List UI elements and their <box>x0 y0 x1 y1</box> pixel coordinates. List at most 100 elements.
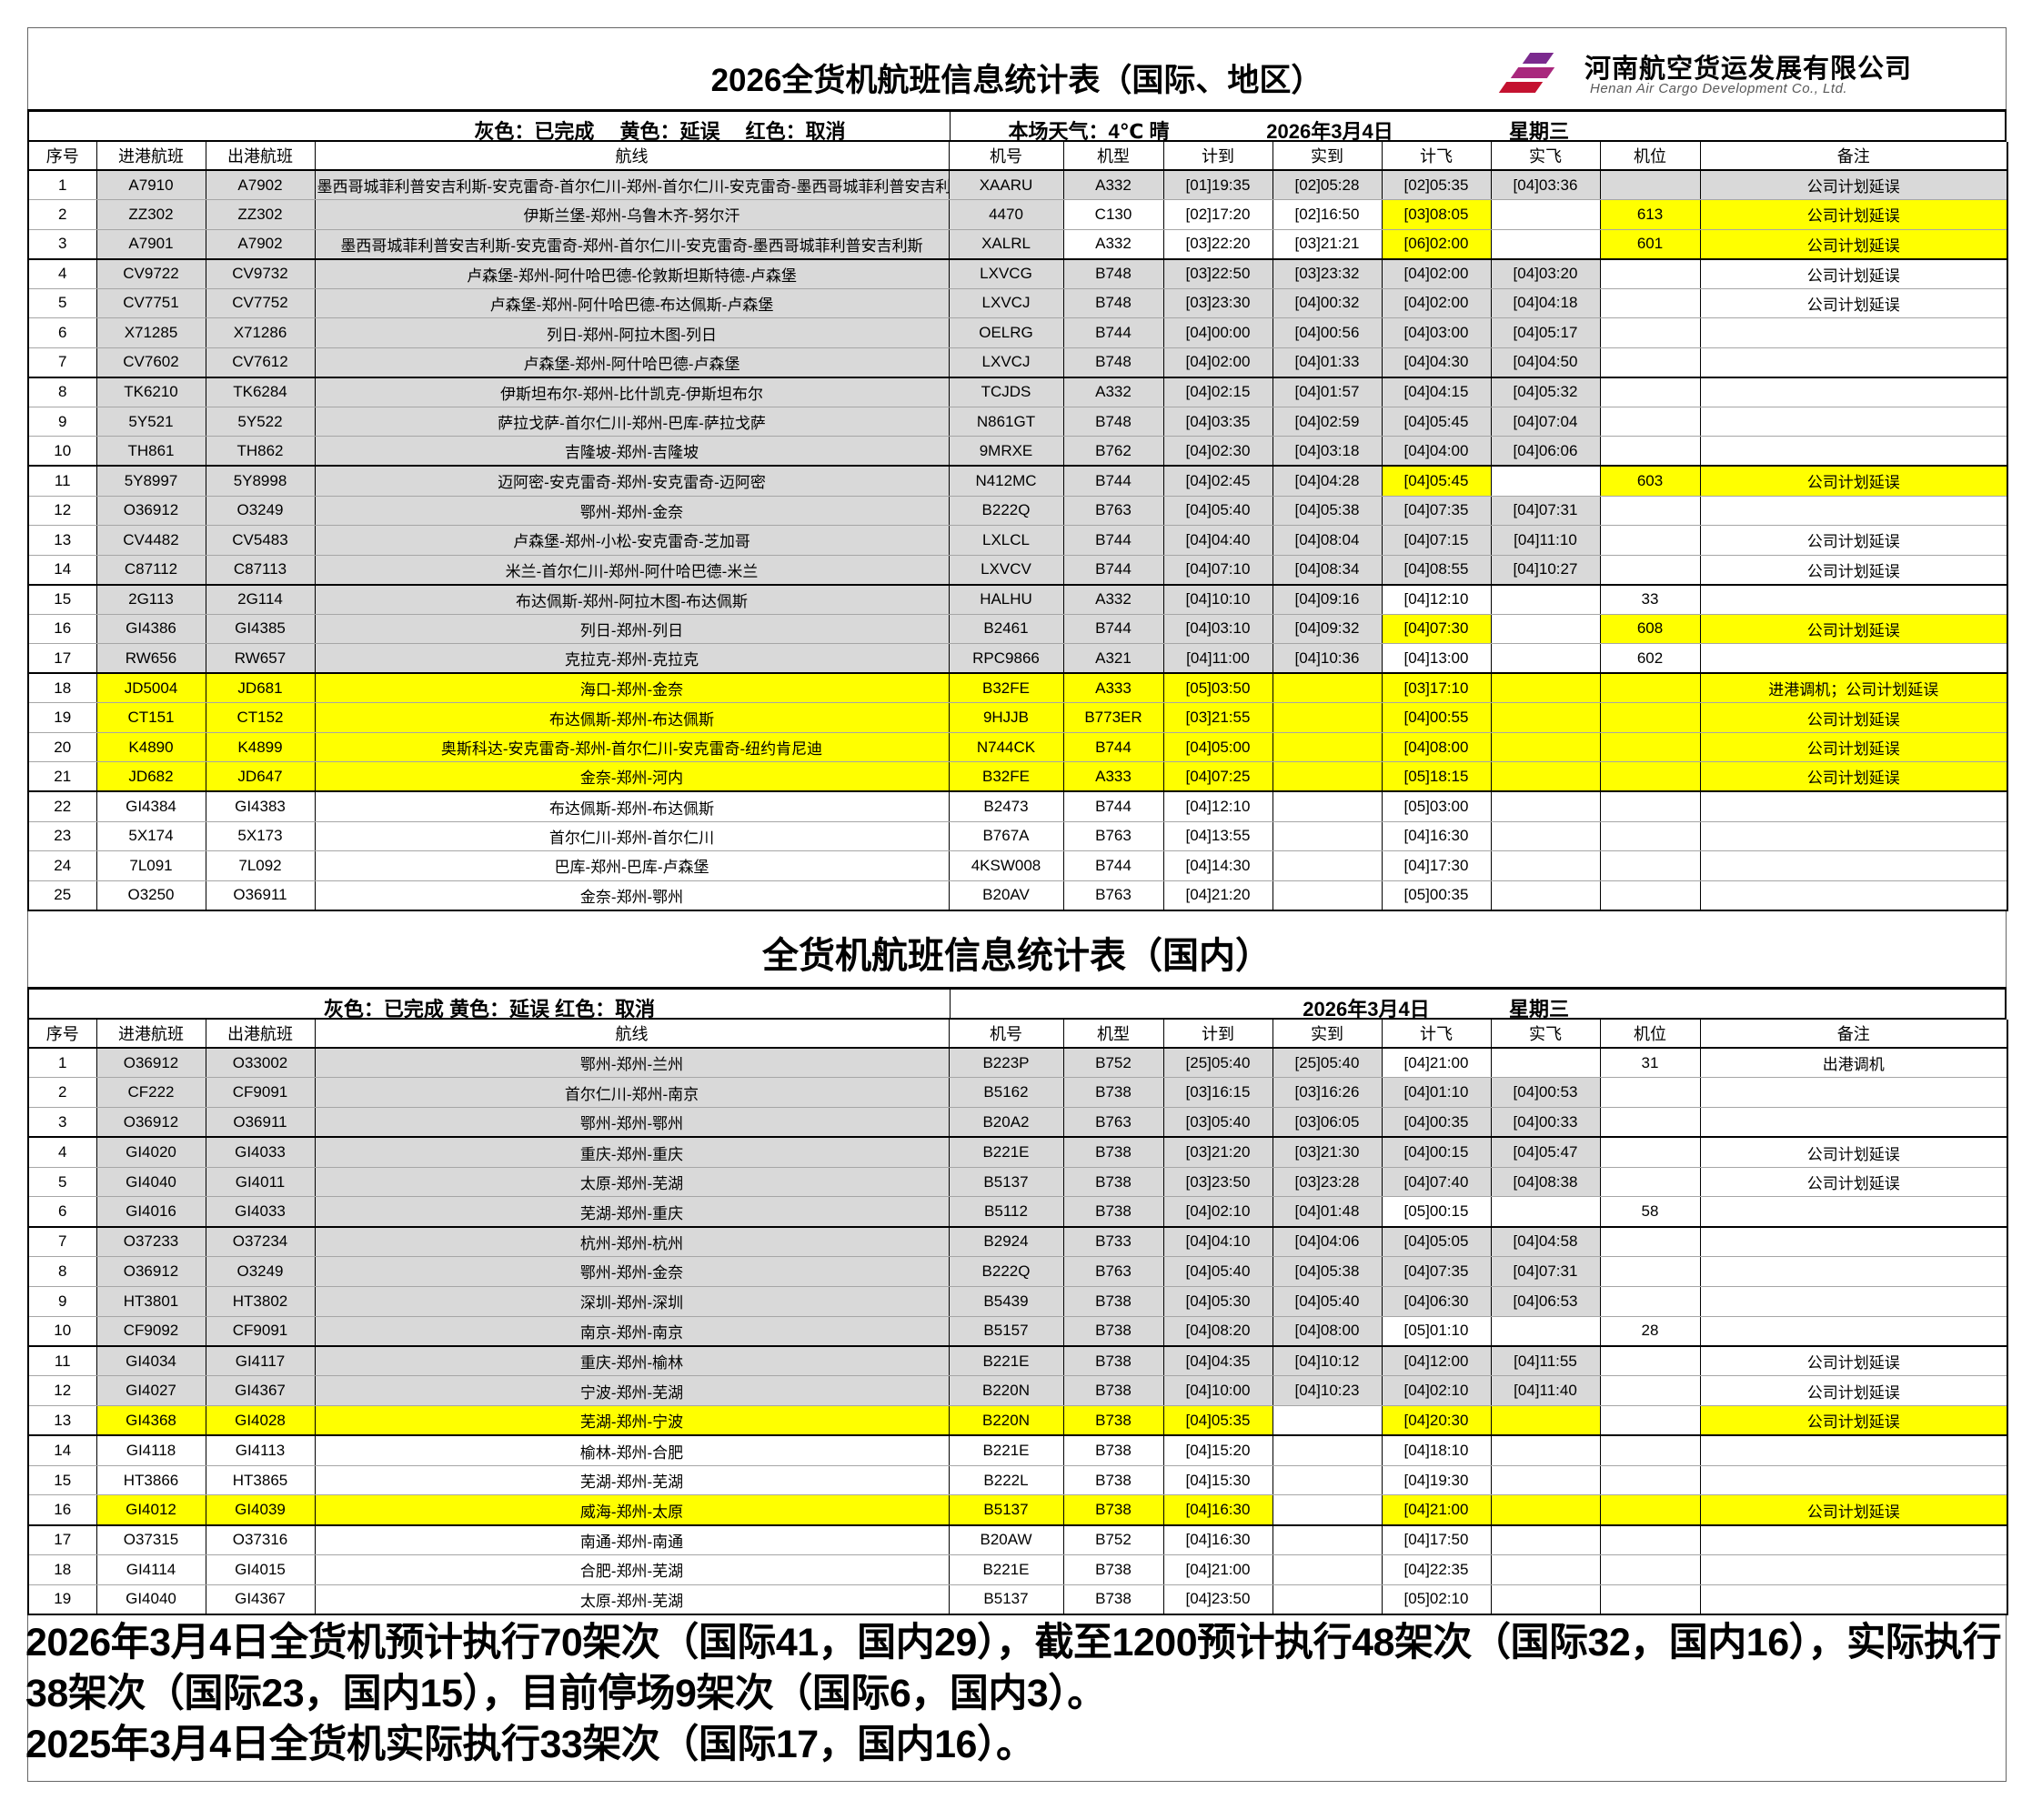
cell-stand <box>1599 880 1700 911</box>
cell-outbound-flight: HT3865 <box>205 1465 315 1496</box>
cell-sched-arrival: [04]13:55 <box>1162 821 1273 852</box>
cell-aircraft-type: B744 <box>1062 466 1163 497</box>
cell-sched-departure: [04]02:00 <box>1381 258 1491 289</box>
cell-sched-arrival: [04]05:40 <box>1162 496 1273 527</box>
cell-sched-arrival: [04]00:00 <box>1162 317 1273 348</box>
cell-route: 金奈-郑州-河内 <box>314 761 949 793</box>
table-row: 14 GI4118 GI4113 榆林-郑州-合肥 B221E B738 [04]15:20… <box>27 1435 2007 1466</box>
cell-sched-departure: [03]17:10 <box>1381 673 1491 704</box>
cell-stand <box>1599 1435 1700 1466</box>
cell-inbound-flight: GI4040 <box>96 1584 206 1615</box>
cell-route: 卢森堡-郑州-阿什哈巴德-布达佩斯-卢森堡 <box>314 288 949 319</box>
cell-outbound-flight: TH862 <box>205 436 315 468</box>
cell-actual-arrival: [03]23:32 <box>1272 258 1382 289</box>
cell-sched-departure: [04]19:30 <box>1381 1465 1491 1496</box>
cell-aircraft-type: B738 <box>1062 1494 1163 1526</box>
cell-stand <box>1599 850 1700 881</box>
cell-actual-departure <box>1490 1554 1600 1585</box>
table-row: 15 HT3866 HT3865 芜湖-郑州-芜湖 B222L B738 [04]15:30… <box>27 1465 2007 1496</box>
cell-sched-arrival: [04]03:10 <box>1162 614 1273 645</box>
cell-aircraft-type: C130 <box>1062 199 1163 230</box>
cell-inbound-flight: O37233 <box>96 1226 206 1258</box>
cell-stand <box>1599 347 1700 378</box>
cell-route: 布达佩斯-郑州-布达佩斯 <box>314 791 949 822</box>
cell-aircraft-reg: B222Q <box>948 496 1063 527</box>
cell-stand <box>1599 1494 1700 1526</box>
cell-sched-departure: [04]06:30 <box>1381 1286 1491 1317</box>
domestic-date: 2026年3月4日 <box>1303 998 1430 1021</box>
cell-actual-departure <box>1490 199 1600 230</box>
cell-remark: 公司计划延误 <box>1699 170 2007 201</box>
cell-outbound-flight: CV7752 <box>205 288 315 319</box>
cell-aircraft-type: B738 <box>1062 1584 1163 1615</box>
cell-stand <box>1599 1465 1700 1496</box>
cell-actual-arrival <box>1272 821 1382 852</box>
cell-route: 奥斯科达-安克雷奇-郑州-首尔仁川-安克雷奇-纽约肯尼迪 <box>314 732 949 763</box>
cell-remark <box>1699 821 2007 852</box>
cell-outbound-flight: GI4033 <box>205 1137 315 1168</box>
cell-actual-departure: [04]04:50 <box>1490 347 1600 378</box>
cell-inbound-flight: TH861 <box>96 436 206 468</box>
table-row: 10 TH861 TH862 吉隆坡-郑州-吉隆坡 9MRXE B762 [04]02:30… <box>27 436 2007 468</box>
cell-stand <box>1599 288 1700 319</box>
cell-actual-departure <box>1490 1494 1600 1526</box>
cell-inbound-flight: 2G113 <box>96 584 206 615</box>
cell-actual-departure: [04]07:04 <box>1490 407 1600 437</box>
domestic-table-title: 全货机航班信息统计表（国内） <box>762 936 1272 976</box>
cell-stand <box>1599 673 1700 704</box>
cell-aircraft-reg: B222L <box>948 1465 1063 1496</box>
cell-seq: 1 <box>27 1048 96 1079</box>
cell-aircraft-reg: 9HJJB <box>948 702 1063 733</box>
cell-actual-arrival: [04]05:38 <box>1272 1256 1382 1287</box>
cell-aircraft-type: A332 <box>1062 584 1163 615</box>
daily-summary: 2026年3月4日全货机预计执行70架次（国际41，国内29），截至1200预计… <box>25 1617 2028 1770</box>
cell-outbound-flight: GI4385 <box>205 614 315 645</box>
cell-aircraft-reg: B221E <box>948 1345 1063 1377</box>
cell-stand <box>1599 1256 1700 1287</box>
cell-seq: 1 <box>27 170 96 201</box>
cell-remark: 公司计划延误 <box>1699 761 2007 793</box>
cell-outbound-flight: RW657 <box>205 643 315 675</box>
cell-aircraft-reg: 9MRXE <box>948 436 1063 468</box>
cell-actual-departure <box>1490 1435 1600 1466</box>
cell-aircraft-type: B738 <box>1062 1375 1163 1407</box>
table-row: 3 O36912 O36911 鄂州-郑州-鄂州 B20A2 B763 [03]05:40[… <box>27 1107 2007 1139</box>
table-row: 16 GI4012 GI4039 威海-郑州-太原 B5137 B738 [04]16:30… <box>27 1494 2007 1526</box>
cell-aircraft-type: B763 <box>1062 1256 1163 1287</box>
cell-sched-departure: [04]04:30 <box>1381 347 1491 378</box>
cell-sched-departure: [04]12:00 <box>1381 1345 1491 1377</box>
cell-outbound-flight: O3249 <box>205 1256 315 1287</box>
col-header-remark: 备注 <box>1699 142 2007 171</box>
cell-remark: 公司计划延误 <box>1699 525 2007 556</box>
cell-seq: 2 <box>27 1077 96 1109</box>
cell-seq: 4 <box>27 1137 96 1168</box>
cell-actual-arrival: [04]04:28 <box>1272 466 1382 497</box>
cell-actual-arrival: [04]08:00 <box>1272 1316 1382 1347</box>
cell-outbound-flight: GI4028 <box>205 1405 315 1437</box>
cell-aircraft-type: B738 <box>1062 1405 1163 1437</box>
cell-outbound-flight: GI4113 <box>205 1435 315 1466</box>
cell-inbound-flight: A7910 <box>96 170 206 201</box>
cell-seq: 15 <box>27 1465 96 1496</box>
cell-sched-departure: [04]02:10 <box>1381 1375 1491 1407</box>
cell-actual-departure <box>1490 466 1600 497</box>
cell-outbound-flight: CV7612 <box>205 347 315 378</box>
cell-stand <box>1599 436 1700 468</box>
col-header-actual-departure: 实飞 <box>1490 142 1600 171</box>
cell-sched-arrival: [04]15:20 <box>1162 1435 1273 1466</box>
cell-inbound-flight: CF9092 <box>96 1316 206 1347</box>
cell-aircraft-reg: HALHU <box>948 584 1063 615</box>
cell-stand <box>1599 732 1700 763</box>
cell-actual-arrival: [04]10:23 <box>1272 1375 1382 1407</box>
cell-actual-departure: [04]00:53 <box>1490 1077 1600 1109</box>
cell-actual-arrival: [03]23:28 <box>1272 1167 1382 1198</box>
cell-outbound-flight: K4899 <box>205 732 315 763</box>
cell-inbound-flight: 5Y521 <box>96 407 206 437</box>
cell-inbound-flight: CT151 <box>96 702 206 733</box>
cell-stand <box>1599 1554 1700 1585</box>
cell-stand <box>1599 317 1700 348</box>
cell-aircraft-reg: B20AW <box>948 1524 1063 1556</box>
cell-remark: 公司计划延误 <box>1699 1137 2007 1168</box>
col-header-stand: 机位 <box>1599 142 1700 171</box>
cell-actual-departure <box>1490 584 1600 615</box>
